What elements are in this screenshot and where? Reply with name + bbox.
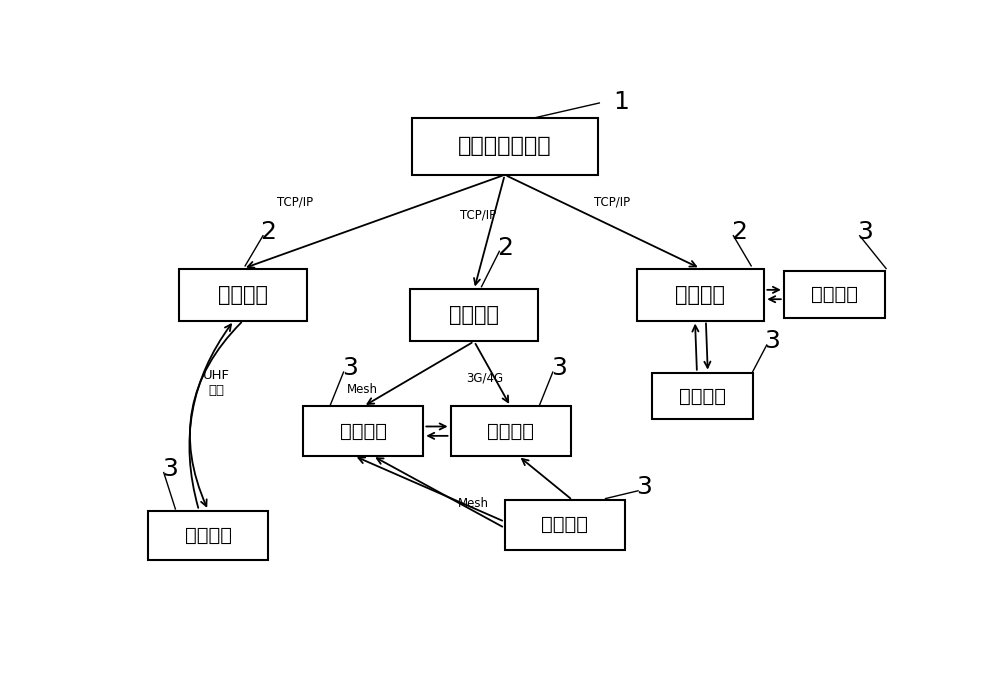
Text: 3: 3 [551,356,567,381]
Text: 节点单元: 节点单元 [811,285,858,304]
Text: 3G/4G: 3G/4G [466,371,503,385]
Text: 2: 2 [731,220,747,244]
Text: UHF
射频: UHF 射频 [203,369,230,397]
Text: 2: 2 [260,220,276,244]
Text: 后台管理控制器: 后台管理控制器 [458,136,552,156]
FancyBboxPatch shape [412,118,598,175]
Text: 节点单元: 节点单元 [541,515,588,534]
Text: 节点单元: 节点单元 [487,422,534,441]
Text: 3: 3 [162,457,178,481]
Text: 2: 2 [497,236,513,260]
Text: 节点单元: 节点单元 [340,422,387,441]
Text: TCP/IP: TCP/IP [594,195,630,208]
FancyBboxPatch shape [410,289,538,341]
FancyBboxPatch shape [303,406,423,456]
FancyBboxPatch shape [784,271,885,318]
FancyBboxPatch shape [450,406,571,456]
Text: Mesh: Mesh [458,498,489,510]
Text: 局部基站: 局部基站 [218,285,268,304]
FancyBboxPatch shape [505,500,625,550]
FancyBboxPatch shape [179,268,307,320]
Text: TCP/IP: TCP/IP [277,195,314,208]
Text: Mesh: Mesh [347,383,378,395]
Text: 节点单元: 节点单元 [679,387,726,406]
Text: 节点单元: 节点单元 [185,526,232,545]
Text: 3: 3 [636,475,652,499]
Text: 3: 3 [764,329,780,354]
Text: 局部基站: 局部基站 [449,306,499,325]
FancyBboxPatch shape [652,372,753,419]
Text: 1: 1 [613,90,629,114]
FancyBboxPatch shape [148,510,268,560]
Text: 3: 3 [857,220,873,244]
Text: 局部基站: 局部基站 [675,285,725,304]
Text: 3: 3 [342,356,358,381]
FancyBboxPatch shape [637,268,764,320]
Text: TCP/IP: TCP/IP [460,209,496,222]
